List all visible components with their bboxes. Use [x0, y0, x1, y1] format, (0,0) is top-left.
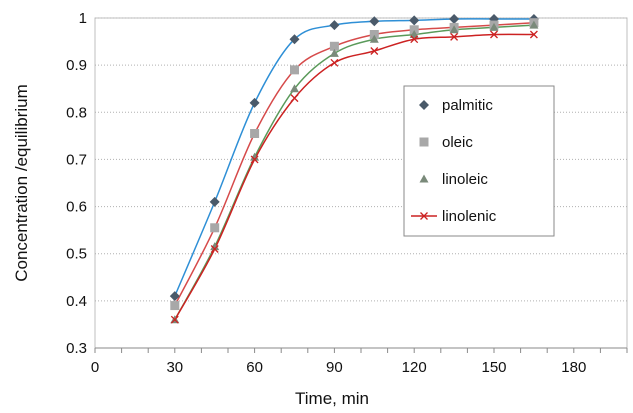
data-point-palmitic [409, 15, 420, 26]
y-axis-title: Concentration /equilibrium [12, 84, 31, 282]
data-point-linolenic [250, 155, 259, 164]
x-tick-label: 150 [481, 359, 506, 376]
data-point-linoleic [290, 84, 299, 93]
data-point-linoleic [210, 242, 220, 251]
data-point-oleic [329, 41, 339, 51]
data-point-linoleic [529, 20, 539, 29]
x-tick-label: 60 [246, 359, 263, 376]
data-point-oleic [290, 65, 299, 75]
data-point-linolenic [210, 245, 219, 253]
x-tick-label: 30 [166, 359, 183, 376]
cross-stroke [250, 155, 259, 164]
cross-stroke [170, 315, 179, 324]
series-line-linoleic [174, 24, 534, 321]
data-point-linoleic [369, 34, 379, 43]
cross-stroke [490, 30, 498, 39]
cross-stroke [410, 35, 419, 44]
data-point-linolenic [529, 30, 538, 39]
y-tick-label: 0.9 [66, 57, 87, 74]
series-line-linolenic [174, 33, 534, 321]
data-point-linolenic [410, 35, 419, 44]
data-point-linolenic [290, 94, 299, 103]
data-point-oleic [369, 30, 379, 39]
x-tick-label: 90 [326, 359, 343, 376]
x-tick-label: 120 [402, 359, 427, 376]
y-tick-label: 0.6 [66, 199, 87, 216]
legend-label-oleic: oleic [442, 134, 473, 151]
legend-marker-palmitic [419, 100, 429, 110]
y-tick-label: 0.3 [66, 340, 87, 357]
data-point-linoleic [489, 22, 499, 31]
cross-stroke [420, 212, 428, 220]
data-point-palmitic [249, 97, 260, 108]
data-point-linolenic [370, 47, 379, 55]
legend-label-palmitic: palmitic [442, 97, 493, 114]
x-axis: 0 30 60 90 120 150 180 [91, 347, 628, 376]
cross-stroke [370, 47, 379, 55]
series-line-oleic [174, 21, 534, 306]
data-point-palmitic [169, 291, 180, 302]
legend: palmitic oleic linoleic linolenic [403, 85, 555, 237]
data-point-palmitic [329, 20, 340, 31]
x-axis-title: Time, min [295, 389, 369, 408]
y-tick-label: 1 [79, 10, 87, 27]
series-markers [169, 13, 539, 324]
data-point-linolenic [170, 315, 179, 324]
x-tick-label: 180 [561, 359, 586, 376]
y-tick-label: 0.5 [66, 246, 87, 263]
data-point-linoleic [409, 30, 419, 38]
y-tick-label: 0.8 [66, 104, 87, 121]
legend-label-linolenic: linolenic [442, 208, 497, 225]
cross-stroke [450, 32, 459, 41]
data-point-palmitic [289, 34, 300, 45]
data-point-linolenic [330, 58, 339, 67]
data-point-oleic [250, 129, 260, 138]
cross-stroke [290, 94, 299, 103]
legend-marker-linolenic [420, 212, 428, 220]
x-tick-label: 0 [91, 359, 99, 376]
y-tick-label: 0.7 [66, 151, 87, 168]
legend-marker-linoleic [419, 174, 429, 183]
data-point-palmitic [209, 196, 220, 207]
data-point-linolenic [450, 32, 459, 41]
cross-stroke [330, 58, 339, 67]
legend-box [403, 85, 555, 237]
cross-stroke [529, 30, 538, 39]
data-point-linolenic [490, 30, 498, 39]
data-point-linoleic [250, 152, 260, 161]
legend-label-linoleic: linoleic [442, 171, 488, 188]
data-point-linoleic [449, 25, 459, 34]
data-point-palmitic [449, 13, 460, 24]
data-point-oleic [170, 301, 180, 311]
y-axis: 0.3 0.4 0.5 0.6 0.7 0.8 0.9 1 [66, 10, 87, 357]
data-point-oleic [210, 223, 220, 233]
legend-marker-oleic [419, 137, 429, 147]
data-point-oleic [409, 25, 419, 35]
data-point-linoleic [329, 48, 339, 57]
y-tick-label: 0.4 [66, 293, 87, 310]
cross-stroke [210, 245, 219, 253]
data-point-palmitic [369, 16, 380, 27]
